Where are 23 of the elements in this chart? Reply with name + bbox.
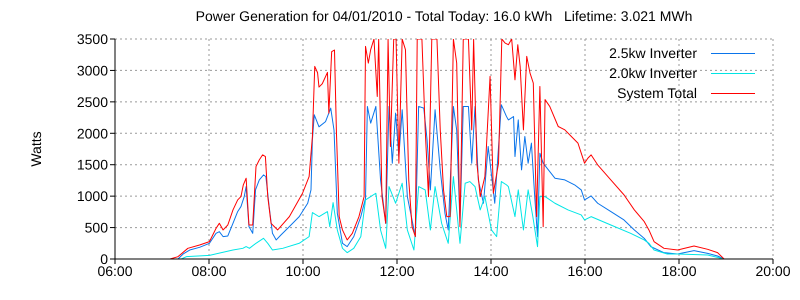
line-series (169, 39, 725, 259)
line-series (177, 104, 725, 259)
y-tick-label: 1000 (76, 188, 108, 204)
x-tick-label: 08:00 (191, 262, 227, 279)
legend-label: 2.5kw Inverter (609, 45, 697, 61)
legend-label: 2.0kw Inverter (609, 65, 697, 81)
x-tick-label: 20:00 (755, 262, 791, 279)
x-tick-label: 12:00 (379, 262, 415, 279)
y-tick-label: 500 (84, 220, 108, 236)
y-tick-label: 2000 (76, 125, 108, 142)
y-tick-label: 3000 (76, 62, 108, 78)
chart-title: Power Generation for 04/01/2010 - Total Today: 16.0 kWh Lifetime: 3.021 MWh (194, 8, 694, 24)
y-tick-label: 2500 (76, 94, 108, 110)
x-tick-label: 18:00 (661, 262, 697, 279)
legend-label: System Total (617, 85, 697, 101)
x-tick-label: 10:00 (285, 262, 321, 279)
x-tick-label: 14:00 (473, 262, 509, 279)
y-axis-title: Watts (28, 131, 44, 167)
y-tick-label: 0 (100, 250, 108, 267)
y-tick-label: 3500 (76, 30, 108, 47)
line-series (180, 176, 725, 259)
y-tick-label: 1500 (76, 156, 108, 173)
x-tick-label: 16:00 (567, 262, 603, 279)
